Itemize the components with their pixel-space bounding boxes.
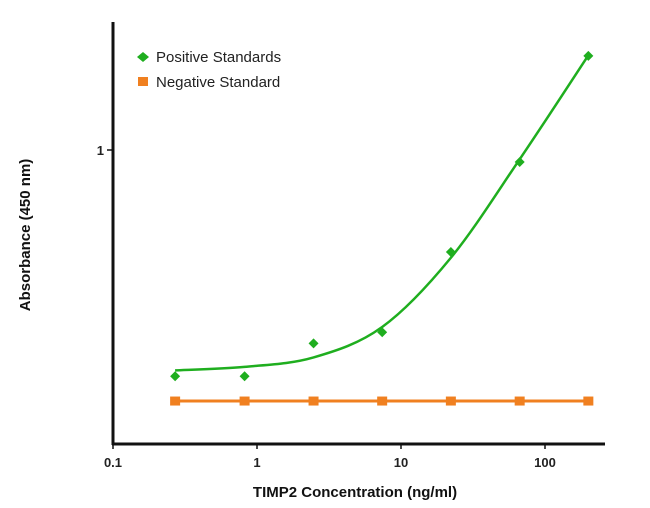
legend-marker-positive [137,52,149,62]
x-tick-label: 10 [394,455,408,470]
negative-standard-point [308,396,319,406]
y-tick-label: 1 [97,143,104,158]
positive-standard-point [170,371,181,382]
x-axis-label: TIMP2 Concentration (ng/ml) [253,484,457,501]
negative-standard-point [445,396,456,406]
legend-label-positive: Positive Standards [156,49,281,66]
positive-standard-point [308,338,319,349]
x-tick-label: 0.1 [104,455,122,470]
positive-standards-fit-curve [175,54,590,372]
negative-standard-point [514,396,525,406]
positive-standard-point [445,246,456,257]
negative-standard-point [239,396,250,406]
positive-standard-point [377,327,388,338]
positive-standard-point [514,157,525,168]
legend-label-negative: Negative Standard [156,74,280,91]
legend: Positive Standards Negative Standard [137,49,281,91]
positive-standard-point [583,50,594,61]
x-tick-label: 100 [534,455,556,470]
y-axis-label: Absorbance (450 nm) [17,159,34,312]
x-tick-label: 1 [253,455,260,470]
negative-standard-point [583,396,594,406]
negative-standard-point [377,396,388,406]
legend-marker-negative [138,77,148,86]
positive-standard-point [239,371,250,382]
negative-standard-point [170,396,181,406]
